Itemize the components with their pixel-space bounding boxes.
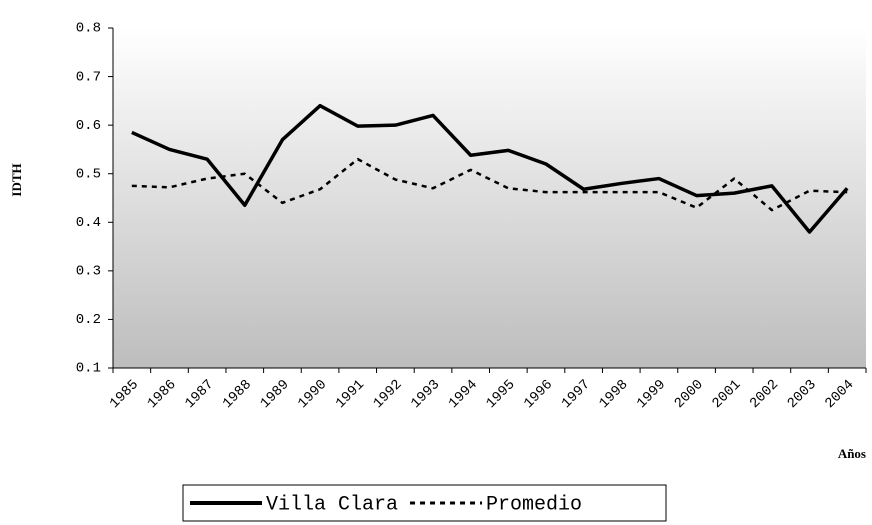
series-line — [131, 103, 849, 234]
x-tick-label: 1985 — [107, 377, 142, 412]
plot-area — [113, 28, 866, 368]
x-tick-label: 1998 — [596, 377, 631, 412]
y-tick-label: 0.3 — [76, 264, 101, 280]
x-tick-label: 1991 — [333, 377, 368, 412]
x-tick-label: 2003 — [785, 377, 820, 412]
x-axis-label: Años — [838, 446, 866, 461]
y-tick-label: 0.1 — [76, 361, 101, 377]
x-tick-label: 1992 — [370, 377, 405, 412]
x-tick-label: 1996 — [521, 377, 556, 412]
x-tick-label: 1993 — [408, 377, 443, 412]
y-tick-label: 0.7 — [76, 69, 101, 85]
series-line — [131, 157, 848, 212]
x-tick-label: 1995 — [483, 377, 518, 412]
x-tick-label: 1987 — [182, 377, 217, 412]
legend-label: Promedio — [486, 493, 582, 516]
x-tick-label: 2002 — [747, 377, 782, 412]
legend-label: Villa Clara — [266, 493, 398, 516]
x-tick-label: 1994 — [446, 377, 481, 412]
y-tick-label: 0.2 — [76, 312, 101, 328]
x-tick-label: 1986 — [145, 377, 180, 412]
x-tick-label: 2004 — [822, 377, 857, 412]
x-tick-label: 1989 — [257, 377, 292, 412]
x-tick-label: 1990 — [295, 377, 330, 412]
y-tick-label: 0.4 — [76, 215, 101, 231]
x-tick-label: 1999 — [634, 377, 669, 412]
y-tick-label: 0.5 — [76, 166, 101, 182]
y-axis-label: IDTH — [9, 163, 24, 196]
x-tick-label: 1988 — [220, 377, 255, 412]
x-tick-label: 2001 — [709, 377, 744, 412]
y-tick-label: 0.6 — [76, 118, 101, 134]
x-tick-label: 1997 — [559, 377, 594, 412]
x-tick-label: 2000 — [672, 377, 707, 412]
y-tick-label: 0.8 — [76, 21, 101, 37]
